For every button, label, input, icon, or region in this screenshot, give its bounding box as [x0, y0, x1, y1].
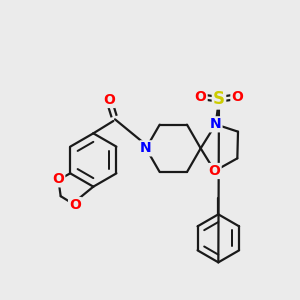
Text: O: O — [231, 90, 243, 104]
Text: O: O — [195, 90, 207, 104]
Text: S: S — [213, 90, 225, 108]
Text: N: N — [210, 117, 221, 131]
Text: O: O — [103, 93, 115, 107]
Text: O: O — [209, 164, 220, 178]
Text: N: N — [140, 141, 152, 155]
Text: O: O — [52, 172, 64, 186]
Text: O: O — [69, 198, 81, 212]
